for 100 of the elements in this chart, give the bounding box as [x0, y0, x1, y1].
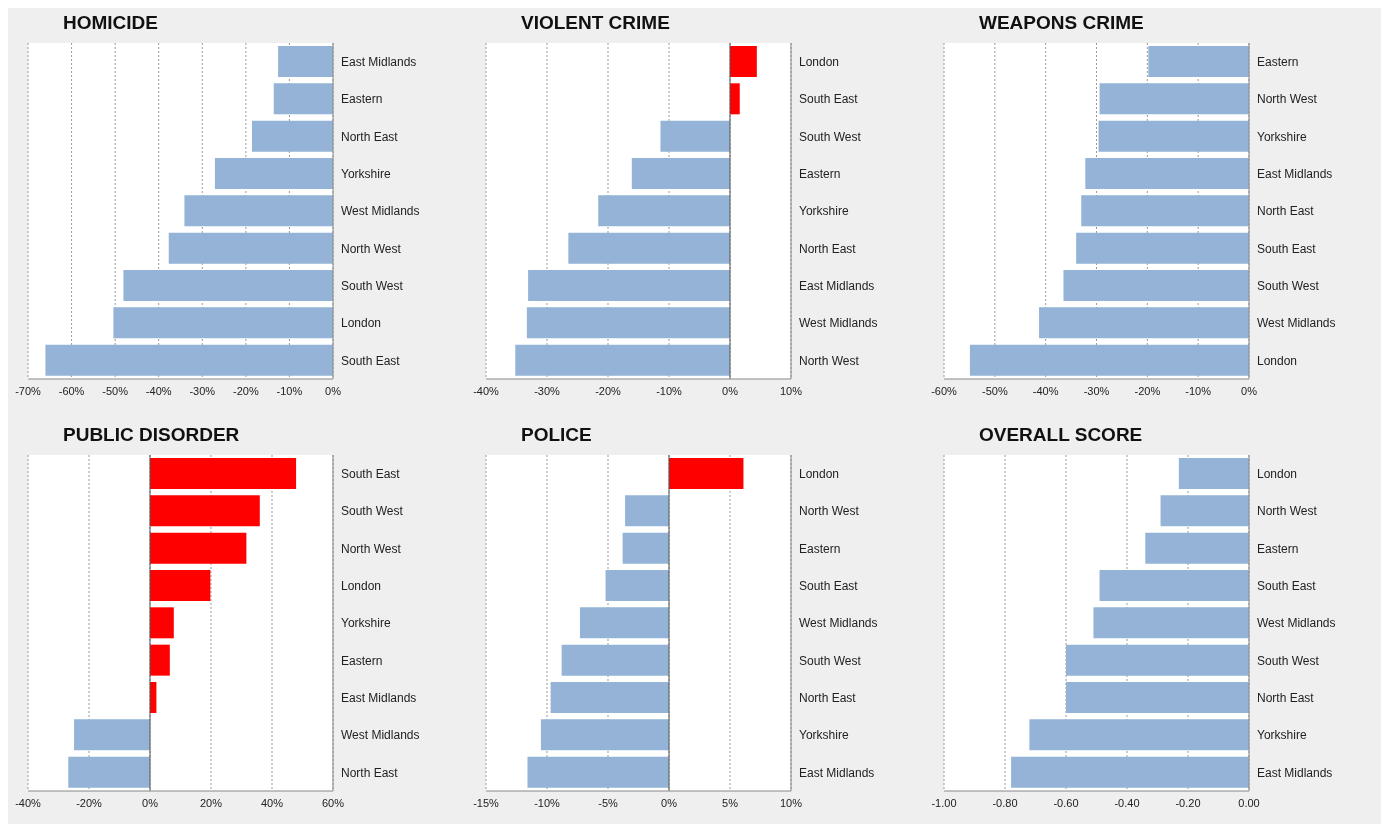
bar: [150, 457, 297, 489]
bar: [660, 120, 730, 152]
bar: [150, 532, 247, 564]
x-tick-label: -60%: [931, 384, 958, 397]
y-tick-label: South West: [1257, 653, 1320, 668]
x-tick-label: -30%: [534, 384, 561, 397]
y-tick-label: South East: [341, 353, 401, 368]
bar: [598, 195, 730, 227]
x-tick-label: 20%: [199, 796, 223, 809]
bar: [515, 344, 730, 376]
bar: [68, 756, 150, 788]
y-tick-label: Yorkshire: [341, 616, 391, 631]
y-tick-label: North East: [1257, 690, 1315, 705]
x-tick-label: 0%: [1241, 384, 1258, 397]
y-tick-label: East Midlands: [799, 765, 875, 780]
y-tick-label: West Midlands: [1257, 616, 1336, 631]
x-tick-label: -40%: [1032, 384, 1059, 397]
x-tick-label: 60%: [321, 796, 345, 809]
x-tick-label: 10%: [779, 796, 803, 809]
y-tick-label: London: [1257, 466, 1298, 481]
x-tick-label: -40%: [145, 384, 172, 397]
chart-title: HOMICIDE: [63, 12, 159, 35]
y-tick-label: London: [799, 54, 840, 69]
x-tick-label: 0.00: [1238, 796, 1260, 809]
y-tick-label: South East: [1257, 578, 1317, 593]
y-tick-label: Yorkshire: [799, 728, 849, 743]
y-tick-label: Yorkshire: [341, 166, 391, 181]
bar: [150, 569, 211, 601]
y-tick-label: East Midlands: [341, 690, 417, 705]
y-tick-label: Yorkshire: [799, 204, 849, 219]
x-tick-label: -30%: [189, 384, 216, 397]
x-tick-label: -10%: [276, 384, 303, 397]
y-tick-label: South East: [799, 92, 859, 107]
x-tick-label: 0%: [722, 384, 739, 397]
bar: [730, 45, 757, 77]
x-tick-label: -50%: [981, 384, 1008, 397]
y-tick-label: West Midlands: [341, 204, 420, 219]
y-tick-label: North West: [799, 504, 860, 519]
bar: [150, 607, 174, 639]
x-tick-label: -1.00: [931, 796, 957, 809]
y-tick-label: North East: [799, 690, 857, 705]
x-tick-label: -0.80: [992, 796, 1018, 809]
y-tick-label: East Midlands: [341, 54, 417, 69]
x-tick-label: 5%: [722, 796, 739, 809]
y-tick-label: South East: [799, 578, 859, 593]
x-tick-label: -10%: [534, 796, 561, 809]
y-tick-label: North West: [341, 541, 402, 556]
chart-title: WEAPONS CRIME: [979, 12, 1145, 35]
x-tick-label: -15%: [473, 796, 500, 809]
x-tick-label: -60%: [58, 384, 85, 397]
bar: [150, 495, 260, 527]
y-tick-label: Eastern: [341, 92, 383, 107]
y-tick-label: North East: [1257, 204, 1315, 219]
x-tick-label: -50%: [102, 384, 129, 397]
x-tick-label: 10%: [779, 384, 803, 397]
y-tick-label: West Midlands: [341, 728, 420, 743]
y-tick-label: East Midlands: [1257, 166, 1333, 181]
y-tick-label: West Midlands: [1257, 316, 1336, 331]
x-tick-label: 0%: [142, 796, 159, 809]
y-tick-label: South West: [799, 129, 862, 144]
y-tick-label: London: [1257, 353, 1298, 368]
x-tick-label: -20%: [595, 384, 622, 397]
bar: [74, 719, 150, 751]
bar: [631, 157, 730, 189]
y-tick-label: Eastern: [799, 541, 841, 556]
x-tick-label: -10%: [1185, 384, 1212, 397]
y-tick-label: North East: [341, 765, 399, 780]
x-tick-label: 0%: [325, 384, 342, 397]
bar: [150, 644, 170, 676]
y-tick-label: West Midlands: [799, 316, 878, 331]
y-tick-label: South East: [341, 466, 401, 481]
y-tick-label: South West: [341, 278, 404, 293]
chart-title: PUBLIC DISORDER: [63, 424, 241, 447]
chart-title: OVERALL SCORE: [979, 424, 1144, 447]
x-tick-label: -20%: [76, 796, 103, 809]
y-tick-label: North West: [1257, 504, 1318, 519]
y-tick-label: South West: [799, 653, 862, 668]
x-tick-label: -10%: [656, 384, 683, 397]
y-tick-label: London: [341, 578, 382, 593]
x-tick-label: 0%: [661, 796, 678, 809]
y-tick-label: Yorkshire: [1257, 728, 1307, 743]
y-tick-label: South West: [341, 504, 404, 519]
x-tick-label: -5%: [598, 796, 618, 809]
x-tick-label: -0.20: [1175, 796, 1201, 809]
chart-title: VIOLENT CRIME: [521, 12, 671, 35]
y-tick-label: West Midlands: [799, 616, 878, 631]
x-tick-label: -20%: [1134, 384, 1161, 397]
y-tick-label: South West: [1257, 278, 1320, 293]
bar: [568, 232, 730, 264]
x-tick-label: -0.60: [1053, 796, 1079, 809]
y-tick-label: London: [341, 316, 382, 331]
bar: [528, 269, 730, 301]
x-tick-label: -40%: [473, 384, 500, 397]
x-tick-label: 40%: [260, 796, 284, 809]
bar: [526, 307, 730, 339]
y-tick-label: Eastern: [1257, 54, 1299, 69]
y-tick-label: Eastern: [1257, 541, 1299, 556]
y-tick-label: Eastern: [799, 166, 841, 181]
y-tick-label: East Midlands: [799, 278, 875, 293]
y-tick-label: North West: [799, 353, 860, 368]
